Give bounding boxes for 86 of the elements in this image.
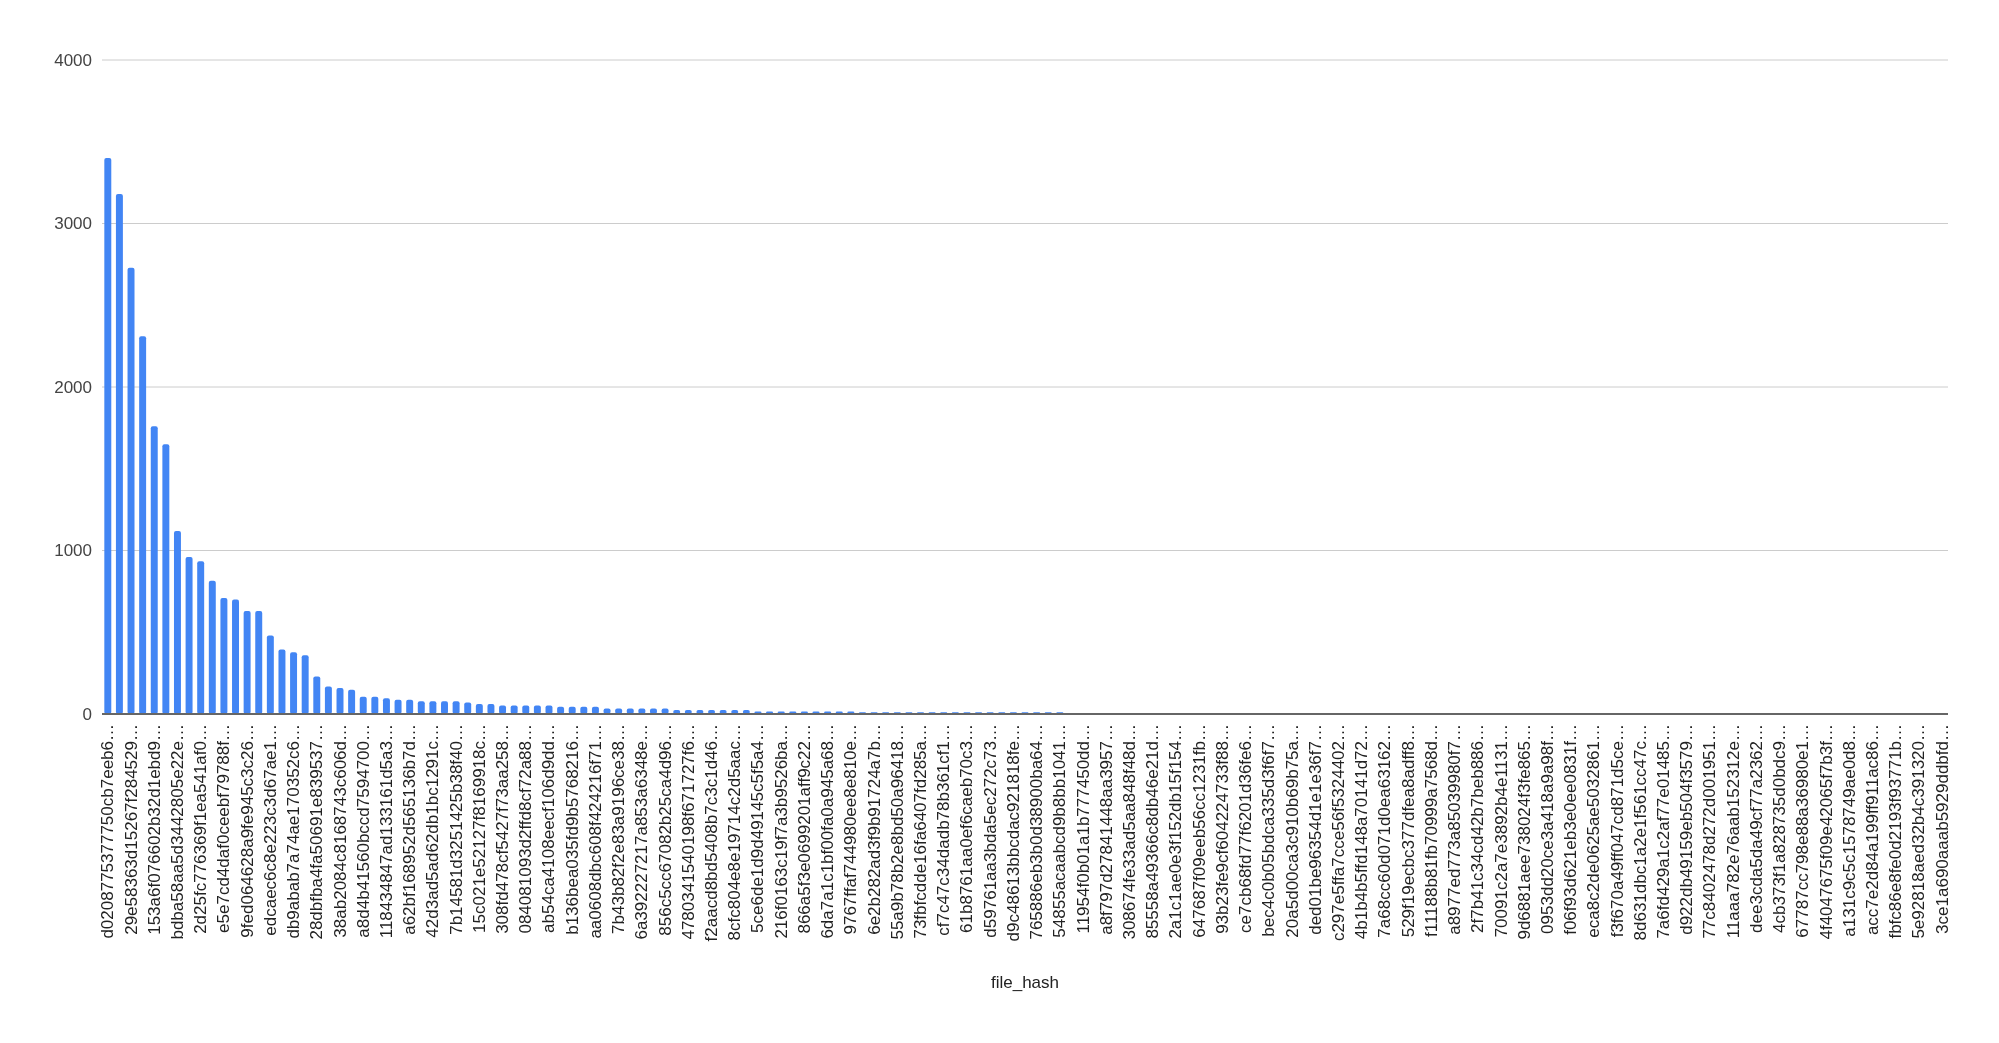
x-tick-label: 866a5f3e0699201aff9c22… [794, 724, 814, 934]
x-tick-label: 38ab2084c8168743c606d… [330, 724, 350, 938]
x-tick-label: 3ce1a690aaab5929ddbfd… [1932, 724, 1952, 934]
x-tick-label: 9d6881aee738024f3fe865… [1514, 724, 1534, 940]
x-tick-label: 308fd478cf5427f73aa258… [493, 724, 513, 934]
x-tick-label: 647687f09eeb56cc1231fb… [1189, 724, 1209, 938]
x-tick-label: 6e2b282ad3f9b91724a7b… [864, 724, 884, 935]
x-tick-label: 4b1b4b5ffd148a70141d72… [1352, 724, 1372, 940]
y-tick-label: 4000 [54, 50, 92, 70]
x-tick-label: 2d25fc776369f1ea541af0… [191, 724, 211, 934]
x-tick-label: b136bea035fd9b5768216… [562, 724, 582, 935]
x-tick-label: 67787cc798e88a36980e1… [1793, 724, 1813, 938]
x-tick-label: bdba58aa5d3442805e22e… [167, 724, 187, 940]
x-tick-label: 084081093d2ffd8cf72a88… [516, 724, 536, 934]
y-tick-label: 3000 [54, 214, 92, 233]
x-tick-label: 4cb373f1a828735d0bdc9… [1770, 724, 1790, 933]
x-tick-label: 11aaa782e76aab152312e… [1723, 724, 1743, 939]
y-tick-label: 2000 [54, 377, 92, 397]
x-tick-label: a8977ed773a85039980f7… [1445, 724, 1465, 935]
x-tick-label: edcaec6c8e223c3d67ae1… [260, 724, 280, 936]
x-tick-label: 9767ffaf744980ee8e810e… [841, 724, 861, 935]
x-tick-label: dee3cda5da49cf77a2362… [1746, 724, 1766, 933]
x-tick-label: f2aacd8bd5408b7c3c1d46… [702, 724, 722, 942]
x-tick-label: 0953dd20ce3a418a9a98f… [1537, 724, 1557, 934]
x-tick-label: 7b14581d3251425b38f40… [446, 724, 466, 935]
x-tick-label: 4f4047675f09e42065f7b3f… [1816, 724, 1836, 940]
x-tick-label: 529f19ecbc377dfea8adff8… [1398, 724, 1418, 938]
x-tick-label: a8d4b41560bccd7594700… [353, 724, 373, 938]
x-tick-label: bec4c0b05bdca335d3f6f7… [1259, 724, 1279, 937]
x-tick-label: 28dbfba4fa50691e839537… [307, 724, 327, 940]
x-tick-label: 6a392227217a853a6348e… [632, 724, 652, 940]
x-tick-label: 7b43b82f2e83a9196ce38… [609, 724, 629, 934]
x-tick-label: f06f93d621eb3e0ee0831f… [1561, 724, 1581, 935]
x-tick-label: f3f670a49ff047cd871d5ce… [1607, 724, 1627, 938]
x-tick-label: ab54ca4108eecf106d9dd… [539, 724, 559, 933]
x-tick-label: 8d631dbc1a2e1f561cc47c… [1630, 724, 1650, 941]
x-tick-label: 5e92818aed32b4c391320… [1909, 724, 1929, 939]
x-tick-label: 55a9b78b2e8bd50a96418… [887, 724, 907, 940]
x-tick-label: 856c5cc67082b25ca4d96… [655, 724, 675, 936]
x-tick-label: 77c8402478d272d001951… [1700, 724, 1720, 939]
x-tick-label: 8cfc804e8e19714c2d5aac… [725, 724, 745, 941]
x-tick-label: eca8c2de0625ae5032861… [1584, 724, 1604, 938]
x-tick-label: 2a1c1ae0e3f152db15f154… [1166, 724, 1186, 939]
x-tick-label: 765886eb3b0d38900ba64… [1027, 724, 1047, 940]
x-tick-label: 29e58363d15267f284529… [121, 724, 141, 935]
x-tick-label: aa0608dbc608f424216f71… [585, 724, 605, 939]
x-tick-label: cf7c47c34dadb78b361cf1… [934, 724, 954, 936]
x-tick-label: 308674fe33ad5aa848f48d… [1119, 724, 1139, 940]
x-tick-label: 4780341540198f671727f6… [678, 724, 698, 940]
x-tick-label: 73fbfcdde16fa6407fd285a… [911, 724, 931, 939]
x-tick-label: 118434847ad133161d5a3… [376, 724, 396, 939]
x-tick-label: 11954f0b01a1b777450dd… [1073, 724, 1093, 934]
x-tick-label: 2f7b41c34cd42b7beb886… [1468, 724, 1488, 933]
x-tick-label: acc7e2d84a199ff911ac86… [1863, 724, 1883, 936]
x-tick-label: 216f0163c19f7a3b9526ba… [771, 724, 791, 939]
y-tick-label: 1000 [54, 541, 92, 560]
x-tick-label: d59761aa3bda5ec272c73… [980, 724, 1000, 938]
x-tick-label: 6da7a1c1bf00fa0a945a68… [818, 724, 838, 939]
x-tick-label: f11188b81fb70999a7568d… [1421, 724, 1441, 938]
x-tick-label: 7a6fd429a1c2af77e01485… [1654, 724, 1674, 939]
x-tick-label: 5ce6de1d9d49145c5f5a4… [748, 724, 768, 933]
x-tick-label: ce7cb68fd77f6201d36fe6… [1236, 724, 1256, 933]
x-tick-label: d922db49159eb504f3579… [1677, 724, 1697, 935]
x-tick-label: 9fed064628a9fe945c3c26… [237, 724, 257, 938]
x-tick-label: a131c9c5c1578749ae0d8… [1839, 724, 1859, 937]
x-tick-label: ded01be96354d1e1e36f7… [1305, 724, 1325, 935]
x-tick-label: 54855acaabcd9b8bb1041… [1050, 724, 1070, 938]
x-tick-label: 7a68cc60d071d0ea63162… [1375, 724, 1395, 938]
x-tick-label: d9c48613bbcdac921818fe… [1003, 724, 1023, 942]
x-tick-label: 70091c2a7e3892b4e1131… [1491, 724, 1511, 938]
x-tick-label: a8f797d27841448aa3957… [1096, 724, 1116, 935]
x-tick-label: 85558a49366c8db46e21d… [1143, 724, 1163, 939]
x-tick-label: 15c021e52127f8169918c… [469, 724, 489, 933]
x-tick-label: 61b8761aa0ef6caeb70c3… [957, 724, 977, 933]
x-tick-label: 42d3ad5ad62db1bc1291c… [423, 724, 443, 938]
x-tick-label: 20a5d00ca3c910b69b75a… [1282, 724, 1302, 938]
x-tick-label: d0208775377750cb7eeb6… [98, 724, 118, 939]
y-tick-label: 0 [82, 704, 92, 724]
x-tick-label: fbfc86e8fe0d2193f93771b… [1886, 724, 1906, 939]
x-tick-label: a62bf168952d565136b7d… [400, 724, 420, 935]
x-tick-label: 153a6f076602b32d1ebd9… [144, 724, 164, 935]
x-tick-label: db9abab7a74ae170352c6… [284, 724, 304, 939]
x-tick-label: c297e5ffa7cce56f5324402… [1328, 724, 1348, 942]
x-axis-title: file_hash [990, 972, 1060, 992]
x-tick-label: 93b23fe9cf604224733f88… [1212, 724, 1232, 934]
x-tick-label: e5e7cd4daf0ceebf79788f… [214, 724, 234, 933]
